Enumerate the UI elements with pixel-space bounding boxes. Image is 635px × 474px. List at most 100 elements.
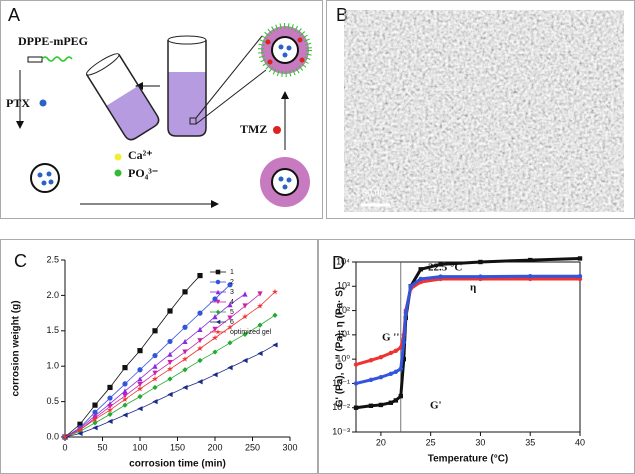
data-point [182,324,188,330]
data-point [378,355,384,360]
label: PO₄³⁻ [128,166,158,180]
legend-label: optimized gel [230,329,272,336]
series-line [64,284,231,438]
annotation: 22.5 °C [428,262,462,274]
data-point [137,406,143,412]
data-point [353,362,359,367]
x-tick-label: 25 [426,437,436,447]
data-point [152,352,158,359]
data-point [152,363,158,369]
data-point [478,274,483,279]
x-tick-label: 300 [282,442,297,452]
legend-marker [215,279,221,285]
data-point [403,310,408,316]
zoom-line [195,35,263,119]
y-tick-label: 1.0 [46,361,59,371]
data-point [152,399,158,405]
data-point [197,357,203,364]
y-axis-title: G' (Pa), G '' (Pa), η (Pa· S) [335,287,346,407]
legend-label: 2 [230,279,234,286]
x-tick-label: 0 [62,442,67,452]
data-point [167,391,173,398]
data-point [398,366,403,372]
data-point [182,367,188,373]
series-line [64,293,261,438]
data-point [401,339,406,345]
data-point [167,376,173,382]
data-point [92,416,98,422]
label: DPPE-mPEG [18,34,88,48]
data-point [212,326,218,332]
y-tick-label: 2.5 [46,254,59,264]
data-point [152,375,158,382]
lipid-icon [27,56,43,63]
micelle-coated [260,157,310,207]
data-point [182,349,188,355]
data-point [257,302,263,309]
data-point [368,377,374,383]
data-point [122,365,128,371]
data-point [393,348,399,354]
data-point [137,376,143,382]
data-point [167,308,173,314]
data-point [212,349,218,355]
data-point [368,358,374,363]
data-point [107,395,113,401]
data-point [137,367,143,373]
data-point [528,257,533,263]
data-point [212,372,218,378]
data-point [167,338,173,345]
data-point [197,345,203,352]
data-point [438,274,443,279]
legend-marker [215,329,221,335]
data-point [182,384,188,391]
y-tick-label: 2.0 [46,290,59,300]
drug-icon [273,126,281,134]
y-tick-label: 10⁻¹ [332,378,350,388]
legend-marker [215,319,221,325]
y-tick-label: 10⁰ [336,354,350,364]
peg-icon [41,56,73,62]
data-point [577,274,583,279]
data-point [152,384,158,391]
data-point [528,274,533,279]
legend-label: 1 [230,269,234,276]
tem-image: B 50 nm [336,5,624,212]
data-point [227,340,233,346]
y-tick-label: 1.5 [46,325,59,335]
data-point [122,388,128,394]
annotation: G' [430,400,442,412]
data-point [92,420,98,426]
scheme: A DPPE-mPEG PTX Ca²⁺ PO₄³⁻ TMZ [6,5,312,208]
micrograph [344,10,624,212]
data-point [92,409,98,415]
data-point [107,406,113,413]
data-point [353,405,359,410]
data-point [77,426,83,433]
data-point [577,256,583,261]
data-point [182,338,188,345]
data-point [227,365,233,371]
label: TMZ [240,122,267,136]
data-point [197,272,203,279]
data-point [197,338,203,344]
data-point [62,433,68,440]
data-point [107,418,113,425]
ion-icon [114,153,122,161]
panel-frame [0,0,323,219]
legend-marker [215,309,221,315]
micelle-loaded [258,23,312,77]
data-point [137,394,143,400]
data-point [77,430,83,437]
x-tick-label: 100 [132,442,147,452]
data-point [242,313,248,320]
data-point [378,375,384,380]
data-point [388,350,394,356]
data-point [408,284,413,289]
data-point [212,334,218,341]
y-tick-label: 10² [337,305,350,315]
data-point [122,393,128,399]
x-axis-title: corrosion time (min) [129,459,226,470]
data-point [197,326,203,332]
